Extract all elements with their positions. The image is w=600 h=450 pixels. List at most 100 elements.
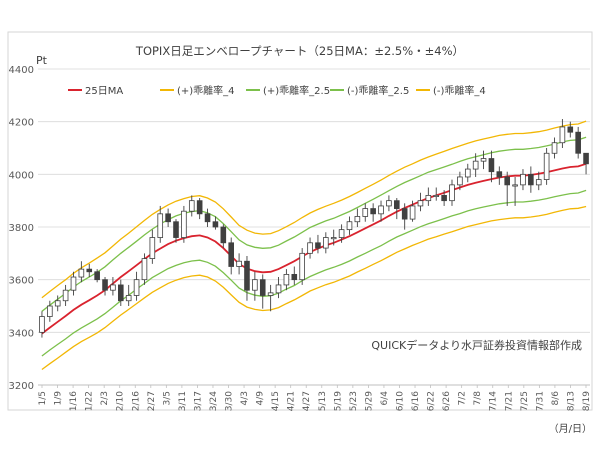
x-tick-label: 7/14 [489,391,499,411]
candle-body [196,200,203,215]
candle-body [535,179,542,186]
candle-body [86,268,93,273]
x-tick-label: 2/10 [116,391,126,411]
candle-body [504,176,510,186]
candle-body [165,213,171,223]
candle-body [275,284,282,294]
candle-body [457,176,463,186]
candle-body [496,171,503,178]
series-line-2 [41,136,587,312]
x-tick-label: 4/15 [271,391,281,411]
x-tick-label: 4/3 [240,391,250,405]
candle-body [441,194,447,202]
candle-body [393,200,400,209]
candle-body [449,184,455,202]
candle-body [323,237,329,249]
candle-body [409,205,416,220]
candle-body [149,237,156,260]
legend-item: (+)乖離率_4 [160,84,235,97]
candle-body [62,289,69,302]
y-tick-label: 3400 [9,328,34,339]
x-tick-label: 1/9 [54,391,64,406]
candle-body [54,300,61,307]
x-tick-label: 6/10 [395,391,405,411]
candle-body [228,242,235,267]
series-line-1 [41,120,587,299]
candle-body [307,242,313,254]
y-tick-label: 3200 [9,381,34,392]
candle-body [204,213,211,223]
x-tick-label: 4/21 [287,391,297,411]
candle-body [315,242,321,249]
x-tick-label: 4/9 [256,391,266,406]
candle-body [70,276,77,291]
x-tick-label: 7/2 [458,391,468,405]
legend-item: 25日MA [68,86,123,97]
x-tick-label: 2/27 [147,391,157,411]
candle-body [259,279,266,296]
candle-body [480,158,487,162]
candle-body [252,279,258,291]
x-tick-label: 5/19 [333,391,343,411]
legend-label: (-)乖離率_2.5 [347,84,409,97]
candle-body [575,131,581,154]
candle-body [133,279,140,296]
candle-body [433,194,440,197]
candle-body [370,208,376,215]
candle-body [39,316,45,333]
x-tick-label: 6/4 [380,391,390,406]
series-line-4 [41,205,587,371]
chart-title: TOPIX日足エンベロープチャート（25日MA：±2.5%・±4%） [135,44,464,58]
candle-body [520,173,526,186]
x-tick-label: 2/16 [131,391,141,411]
candle-body [551,142,558,154]
x-tick-label: 7/25 [520,391,530,411]
candle-body [212,221,219,228]
envelope-bands [41,120,587,371]
y-tick-label: 4000 [9,170,34,181]
candle-body [425,194,432,202]
x-tick-label: 6/26 [442,391,452,411]
candle-body [291,273,298,281]
candle-body [464,168,471,178]
candlesticks [39,119,589,338]
candle-body [354,216,361,223]
candle-body [283,273,290,286]
candle-body [102,279,108,291]
legend-label: (-)乖離率_4 [433,84,486,97]
y-axis: 3200 3400 3600 3800 4000 4200 4400 [9,65,590,392]
candle-body [567,126,574,133]
candle-body [543,152,550,180]
candle-body [417,200,424,207]
candle-body [125,295,132,302]
y-unit-label: Pt [36,54,48,67]
legend: 25日MA (+)乖離率_4 (+)乖離率_2.5 (-)乖離率_2.5 (-)乖離率_… [68,84,486,97]
x-tick-label: 3/11 [178,391,188,411]
candle-body [378,205,384,215]
candle-body [299,252,305,281]
series-line-0 [41,162,587,335]
legend-label: 25日MA [85,86,123,97]
candle-body [330,237,337,240]
x-tick-label: 5/13 [318,391,328,411]
x-axis: 1/5 1/9 1/16 1/22 2/3 2/10 2/16 2/27 3/5 3/11 3/17… [38,385,592,411]
x-tick-label: 8/13 [566,391,576,411]
candle-body [472,160,479,170]
candle-body [528,173,534,186]
x-unit-label: （月/日） [549,423,592,435]
x-tick-label: 8/19 [582,391,592,411]
x-tick-label: 2/3 [100,391,110,405]
x-tick-label: 3/24 [209,391,219,411]
candle-body [78,268,85,278]
candle-body [267,292,274,296]
candle-body [346,221,353,231]
candle-body [188,200,195,212]
y-tick-label: 4400 [9,65,34,76]
x-tick-label: 1/16 [69,391,79,411]
legend-item: (-)乖離率_2.5 [330,84,409,97]
candle-body [141,258,148,281]
x-tick-label: 3/17 [193,391,203,411]
candle-body [244,260,250,291]
candle-body [362,208,369,217]
